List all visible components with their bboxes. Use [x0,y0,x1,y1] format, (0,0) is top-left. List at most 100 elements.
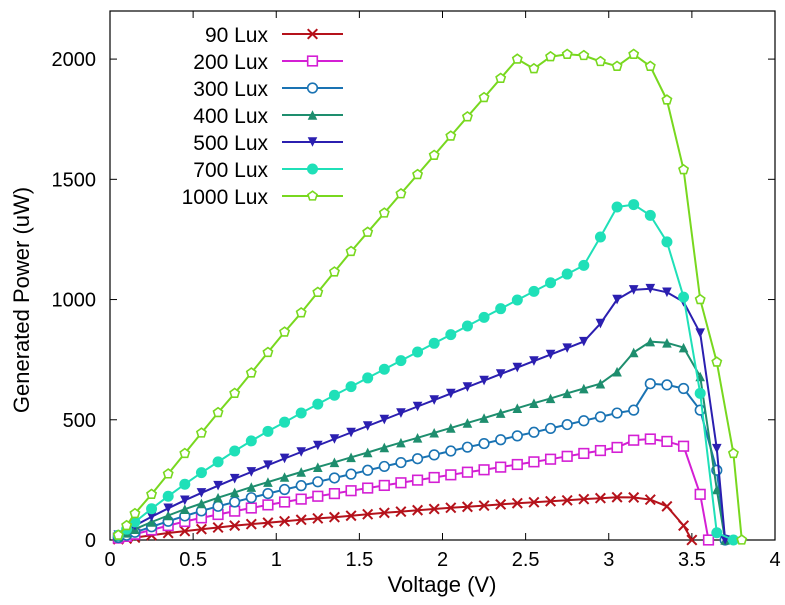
data-point [313,440,323,451]
data-point [561,450,573,462]
data-point [412,168,424,180]
legend-label: 500 Lux [193,132,268,155]
data-point [229,487,240,498]
x-tick-label: 3 [603,549,614,571]
data-point [545,495,557,507]
legend-label: 400 Lux [193,105,268,128]
data-point [702,534,715,546]
data-point [429,427,439,438]
legend-label: 700 Lux [193,159,268,182]
data-point [461,441,474,453]
data-point [213,492,223,503]
data-point [462,382,473,392]
y-tick-label: 1500 [52,169,97,191]
x-tick-label: 2.5 [512,549,540,571]
data-point [479,375,489,386]
x-axis-label: Voltage (V) [388,572,497,597]
x-tick-label: 3.5 [678,549,706,571]
data-point [279,472,290,482]
data-point [594,444,607,457]
data-point [328,472,341,484]
data-point [661,379,673,391]
data-point [378,479,390,492]
data-point [644,433,656,445]
data-point [644,378,656,390]
data-point [578,493,590,505]
data-point [678,163,690,175]
x-tick-label: 0.5 [179,549,207,571]
data-point [528,426,540,438]
data-point [362,372,374,384]
data-point [428,503,440,515]
data-point [594,411,607,423]
data-point [229,496,241,508]
data-point [345,485,357,497]
data-point [545,393,556,404]
data-point [661,435,673,448]
data-point [378,460,390,473]
data-point [329,434,340,444]
data-point [694,387,706,399]
data-point [495,369,506,379]
data-point [595,378,606,389]
data-point [263,477,273,487]
data-point [461,320,473,332]
data-point [445,329,457,341]
legend-label: 90 Lux [205,24,269,47]
data-point [594,492,606,504]
legend-marker [307,110,318,120]
data-point [611,441,623,454]
data-point [245,492,257,504]
legend-marker [306,28,319,40]
data-point [512,362,523,373]
data-point [712,443,722,454]
y-tick-label: 500 [63,410,96,432]
data-point [229,473,240,484]
data-point [395,506,407,518]
data-point [429,395,439,405]
data-point [278,483,291,496]
data-point [362,508,374,520]
data-point [686,534,698,546]
data-point [495,303,507,315]
data-point [578,259,590,271]
data-point [295,306,307,318]
data-point [612,294,622,305]
data-point [345,510,357,522]
legend-label: 200 Lux [193,51,268,74]
data-point [661,500,673,512]
data-point [495,72,507,84]
data-point [662,338,672,348]
data-point [262,425,274,437]
data-point [727,447,739,459]
data-point [262,499,274,511]
data-point [611,201,623,213]
data-point [446,423,456,433]
data-point [146,511,157,522]
data-point [279,453,290,464]
data-point [212,521,224,534]
data-point [628,491,640,503]
data-point [594,55,606,67]
x-tick-label: 2 [437,549,448,571]
data-point [678,342,689,353]
data-point [295,480,307,492]
x-tick-label: 1 [271,549,282,571]
legend-marker [307,137,318,147]
data-point [445,130,457,141]
data-point [544,453,557,465]
y-axis-ticks: 0 500 1000 1500 2000 [52,49,775,552]
data-point [495,461,507,473]
data-point [262,487,274,500]
data-point [579,336,589,347]
data-point [694,488,706,500]
data-point [578,415,590,427]
data-point [212,500,224,512]
data-point [511,53,523,64]
data-point [378,363,390,375]
data-point [245,518,257,530]
data-point [727,534,739,546]
data-point [296,467,306,477]
x-tick-label: 1.5 [345,549,373,571]
data-point [495,434,507,446]
